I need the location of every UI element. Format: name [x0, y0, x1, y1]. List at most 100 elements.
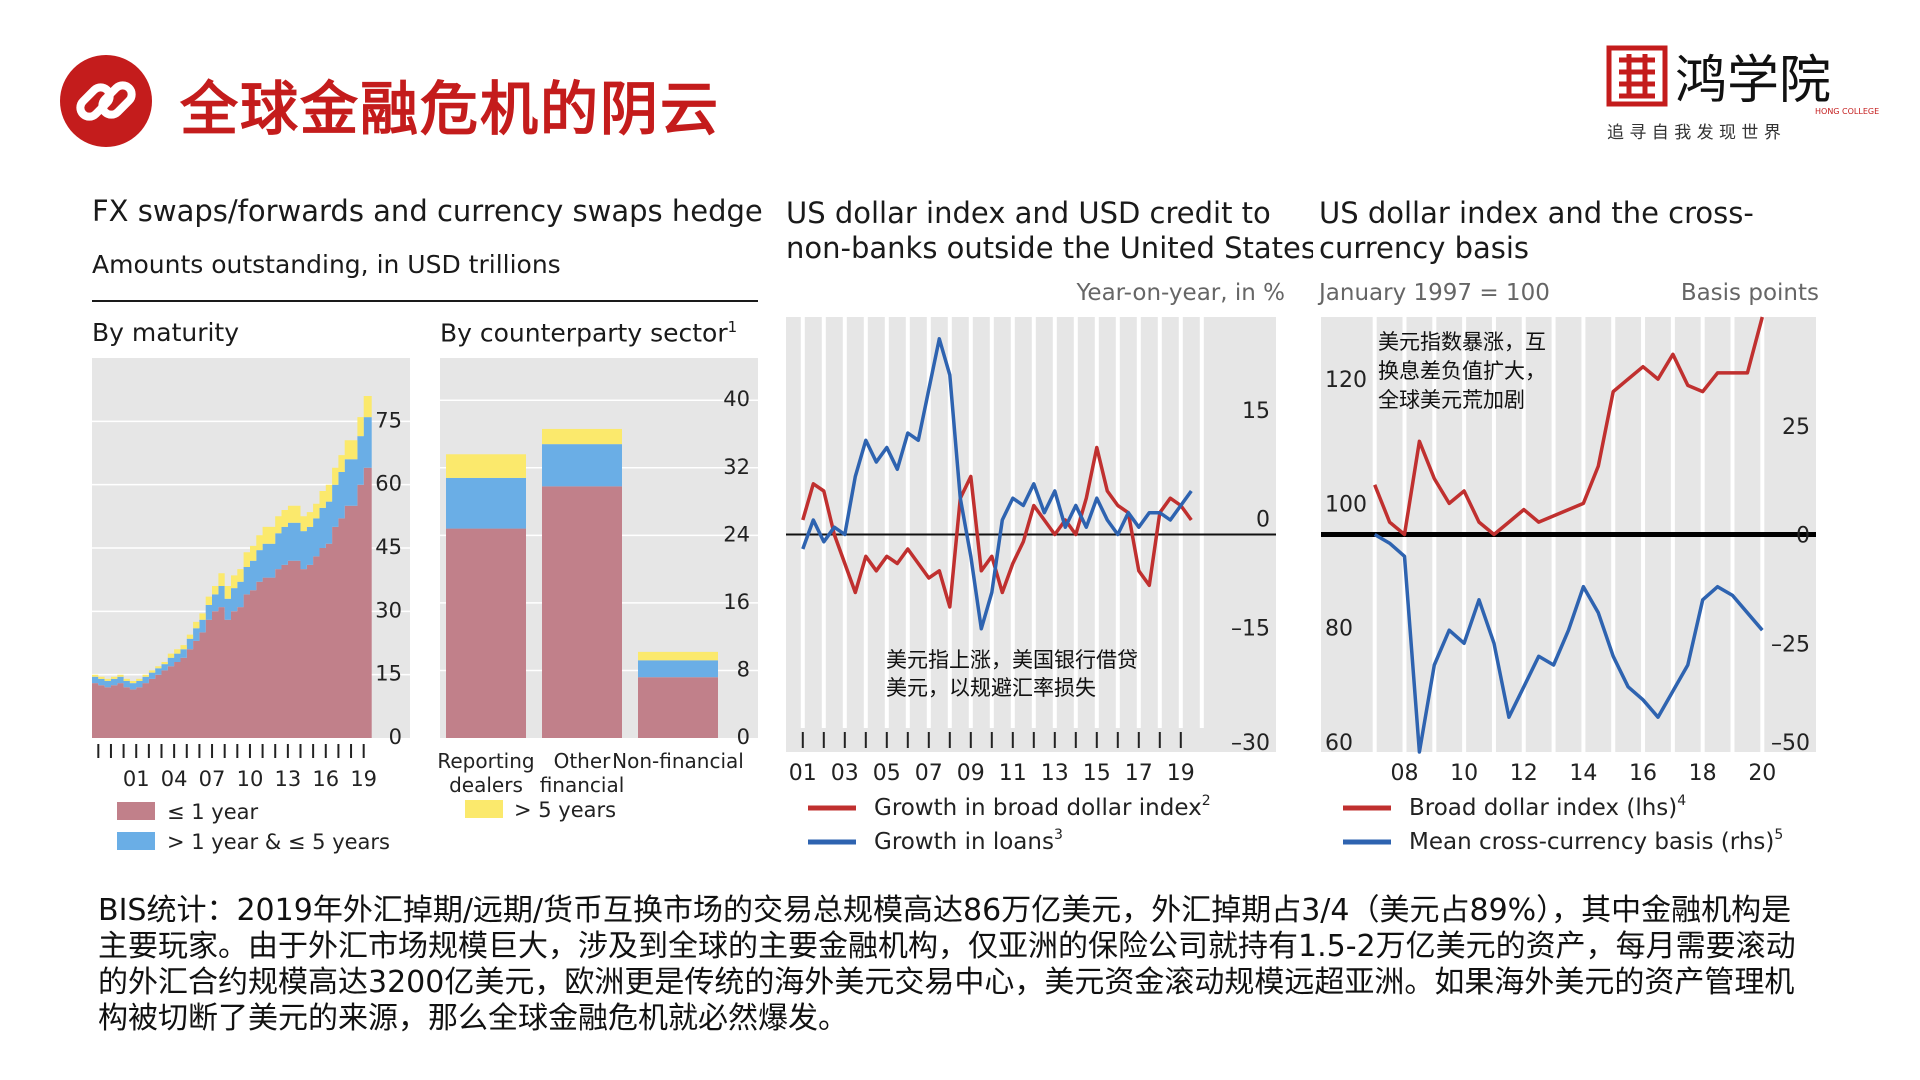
page-title: 全球金融危机的阴云: [180, 75, 721, 143]
panel-title-line2: currency basis: [1319, 231, 1530, 265]
y-tick-label-right: –50: [1771, 731, 1810, 756]
bar-segment: [638, 677, 718, 738]
y-tick-label: 60: [375, 472, 402, 496]
x-tick-label: 13: [274, 767, 301, 791]
x-tick-label: 07: [915, 761, 943, 786]
area-series-1: [92, 467, 372, 738]
legend-swatch: [117, 802, 155, 820]
bar-segment: [542, 428, 622, 445]
x-tick-label: 10: [1450, 761, 1478, 786]
x-tick-label: 18: [1689, 761, 1717, 786]
y-tick-label-right: 0: [1796, 524, 1810, 549]
y-tick-label-left: 60: [1325, 731, 1353, 756]
x-tick-label: 09: [957, 761, 985, 786]
bar-segment: [446, 454, 526, 478]
x-tick-label: 10: [237, 767, 264, 791]
category-label: Non-financial: [612, 749, 744, 773]
line-series-1: [1373, 316, 1764, 537]
x-tick-label: 16: [312, 767, 339, 791]
annotation-text: 换息差负值扩大，: [1378, 359, 1546, 383]
unit-label: Year-on-year, in %: [1076, 280, 1285, 306]
x-tick-label: 15: [1083, 761, 1111, 786]
fx-swaps-panel: FX swaps/forwards and currency swaps hed…: [82, 190, 766, 870]
legend-label: Broad dollar index (lhs)4: [1409, 793, 1686, 821]
legend-label: Growth in loans3: [874, 827, 1063, 855]
x-tick-label: 08: [1390, 761, 1418, 786]
link-icon-badge: [60, 55, 152, 147]
logo-sub: HONG COLLEGE: [1815, 107, 1879, 116]
category-label: dealers: [449, 773, 523, 797]
y-tick-label: 45: [375, 535, 402, 559]
legend-label: > 1 year & ≤ 5 years: [167, 830, 390, 854]
y-tick-label: 24: [723, 522, 750, 546]
y-tick-label: 15: [1242, 399, 1270, 424]
bar-segment: [542, 444, 622, 487]
x-tick-label: 07: [199, 767, 226, 791]
logo-slogan: 追 寻 自 我 发 现 世 界: [1607, 123, 1781, 143]
divider: [92, 300, 758, 302]
x-tick-label: 19: [350, 767, 377, 791]
annotation-text: 美元，以规避汇率损失: [886, 676, 1096, 700]
panel-title-line1: US dollar index and the cross-: [1319, 196, 1754, 230]
annotation-text: 全球美元荒加剧: [1378, 388, 1525, 412]
x-tick-label: 04: [161, 767, 188, 791]
legend-swatch: [117, 832, 155, 850]
x-tick-label: 16: [1629, 761, 1657, 786]
line-series-2: [801, 337, 1193, 631]
y-tick-label: 40: [723, 387, 750, 411]
x-tick-label: 17: [1125, 761, 1153, 786]
logo-name: 鸿学院: [1675, 51, 1831, 111]
panel-title: FX swaps/forwards and currency swaps hed…: [92, 194, 763, 228]
x-tick-label: 20: [1748, 761, 1776, 786]
sector-subtitle: By counterparty sector1: [440, 318, 738, 348]
y-tick-label-left: 80: [1325, 617, 1353, 642]
usd-credit-chart: –30 –15 0 15 01 03 05 07 09 11 13 15 17 19 美元指上涨，美国银行借…: [786, 317, 1276, 855]
legend-label: > 5 years: [514, 798, 616, 822]
bar-segment: [542, 486, 622, 738]
x-tick-label: 19: [1167, 761, 1195, 786]
line-series-2: [1373, 532, 1764, 754]
maturity-subtitle: By maturity: [92, 318, 240, 347]
category-label: financial: [540, 773, 625, 797]
y-tick-label-left: 120: [1325, 368, 1367, 393]
y-tick-label: –15: [1231, 616, 1270, 641]
link-icon: [76, 81, 136, 121]
x-tick-label: 12: [1510, 761, 1538, 786]
legend-swatch: [465, 800, 503, 818]
category-label: Reporting: [437, 749, 534, 773]
y-tick-label: 16: [723, 590, 750, 614]
x-tick-label: 03: [831, 761, 859, 786]
panel-subtitle: Amounts outstanding, in USD trillions: [92, 250, 561, 279]
y-tick-label: 32: [723, 455, 750, 479]
bar-segment: [638, 651, 718, 661]
y-tick-label: 0: [389, 725, 402, 749]
y-tick-label: 0: [1256, 508, 1270, 533]
y-tick-label: 0: [737, 725, 750, 749]
usd-credit-panel: US dollar index and USD credit to non-ba…: [778, 190, 1316, 870]
x-tick-label: 05: [873, 761, 901, 786]
y-tick-label: –30: [1231, 731, 1270, 756]
legend-label: Mean cross-currency basis (rhs)5: [1409, 827, 1783, 855]
area-series-2: [92, 417, 372, 690]
legend-label: ≤ 1 year: [167, 800, 259, 824]
x-tick-label: 14: [1569, 761, 1597, 786]
annotation-text: 美元指数暴涨，互: [1378, 330, 1546, 354]
panel-title-line1: US dollar index and USD credit to: [786, 196, 1271, 230]
college-logo: 鸿学院 HONG COLLEGE 追 寻 自 我 发 现 世 界: [1605, 40, 1885, 150]
basis-panel: US dollar index and the cross- currency …: [1313, 190, 1825, 870]
panel-title-line2: non-banks outside the United States: [786, 231, 1316, 265]
y-tick-label: 75: [375, 408, 402, 432]
basis-chart: 60 80 100 120 –50 –25 0 25 08 10 12 14 16 18 20 美元指数暴涨，…: [1321, 316, 1816, 855]
fx-swaps-charts: 0 15 30 45 60 75 01 04 07 10 13 16 19 ≤ 1 year > 1 yea…: [92, 358, 758, 854]
y-tick-label: 15: [375, 662, 402, 686]
x-tick-label: 01: [123, 767, 150, 791]
bar-segment: [638, 660, 718, 678]
body-paragraph: BIS统计：2019年外汇掉期/远期/货币互换市场的交易总规模高达86万亿美元，…: [98, 893, 1796, 1036]
x-tick-label: 01: [789, 761, 817, 786]
category-label: Other: [554, 749, 612, 773]
unit-right: Basis points: [1680, 280, 1819, 306]
x-tick-label: 11: [999, 761, 1027, 786]
unit-left: January 1997 = 100: [1319, 280, 1550, 306]
y-tick-label: 30: [375, 598, 402, 622]
y-tick-label-left: 100: [1325, 492, 1367, 517]
